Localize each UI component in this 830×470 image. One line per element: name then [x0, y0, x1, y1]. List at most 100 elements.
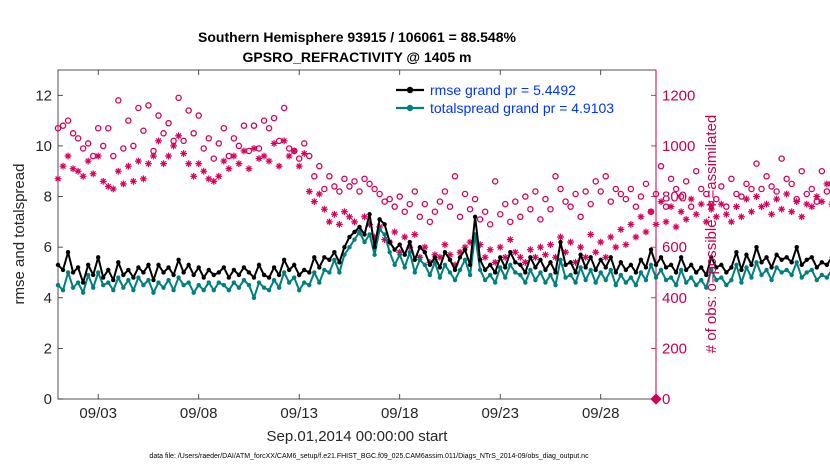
rmse-point	[126, 267, 131, 273]
assimilated-obs-point	[185, 160, 193, 168]
possible-obs-point	[260, 117, 268, 124]
assimilated-obs-point	[743, 195, 750, 203]
totalspread-point	[673, 282, 679, 288]
assimilated-obs-point	[69, 165, 77, 173]
totalspread-point	[744, 265, 749, 270]
rmse-point	[739, 267, 744, 273]
possible-obs-point	[376, 190, 383, 198]
assimilated-obs-point	[290, 147, 298, 155]
totalspread-point	[231, 280, 237, 285]
totalspread-point	[347, 244, 352, 250]
possible-obs-point	[763, 173, 770, 180]
totalspread-point	[176, 275, 181, 280]
rmse-point	[432, 255, 438, 260]
possible-obs-point	[697, 185, 705, 193]
possible-obs-point	[798, 167, 805, 175]
possible-obs-point	[652, 190, 660, 198]
totalspread-point	[236, 285, 242, 290]
possible-obs-point	[612, 185, 620, 193]
possible-obs-point	[205, 135, 213, 142]
totalspread-point	[241, 277, 247, 283]
rmse-point	[65, 250, 71, 255]
totalspread-point	[593, 280, 598, 285]
rmse-point	[588, 255, 593, 260]
assimilated-obs-point	[401, 233, 409, 241]
assimilated-obs-point	[391, 228, 399, 236]
totalspread-point	[111, 287, 116, 293]
possible-obs-point	[421, 200, 429, 208]
totalspread-point	[709, 267, 714, 273]
totalspread-point	[266, 287, 272, 293]
rmse-point	[638, 257, 644, 263]
assimilated-obs-point	[667, 203, 675, 211]
rmse-point	[683, 267, 689, 273]
possible-obs-point	[105, 124, 112, 132]
assimilated-obs-point	[74, 167, 82, 175]
possible-obs-point	[110, 152, 117, 160]
possible-obs-point	[783, 175, 790, 183]
assimilated-obs-point	[260, 152, 268, 160]
rmse-point	[256, 262, 262, 268]
assimilated-obs-point	[773, 195, 781, 203]
possible-obs-point	[592, 178, 599, 185]
possible-obs-point	[84, 140, 92, 147]
possible-obs-point	[728, 175, 735, 183]
assimilated-obs-point	[129, 177, 137, 185]
possible-obs-point	[125, 117, 132, 124]
totalspread-point	[85, 272, 91, 278]
y-right-tick-label: 600	[662, 239, 687, 256]
assimilated-obs-point	[627, 220, 635, 228]
possible-obs-point	[331, 183, 338, 190]
totalspread-point	[352, 237, 357, 242]
possible-obs-point	[79, 145, 87, 152]
rmse-point	[297, 272, 302, 278]
possible-obs-point	[416, 213, 424, 221]
assimilated-obs-point	[652, 220, 660, 228]
x-tick-label: 09/28	[582, 405, 620, 422]
totalspread-point	[734, 262, 739, 268]
totalspread-point	[598, 270, 603, 275]
rmse-point	[714, 265, 719, 270]
rmse-point	[819, 260, 825, 265]
rmse-point	[598, 257, 603, 263]
possible-obs-point	[501, 200, 509, 208]
assimilated-obs-point	[441, 241, 449, 249]
assimilated-obs-point	[145, 160, 152, 168]
assimilated-obs-point	[702, 218, 710, 226]
assimilated-obs-point	[114, 167, 122, 175]
rmse-point	[673, 270, 679, 275]
possible-obs-point	[446, 203, 454, 210]
rmse-point	[101, 275, 106, 280]
totalspread-point	[337, 270, 342, 275]
rmse-point	[266, 275, 272, 280]
assimilated-obs-point	[215, 172, 223, 180]
rmse-point	[417, 244, 423, 250]
rmse-point	[513, 260, 518, 265]
assimilated-obs-point	[733, 203, 740, 211]
possible-obs-point	[316, 162, 323, 170]
totalspread-point	[327, 270, 332, 275]
assimilated-obs-point	[200, 167, 208, 175]
possible-obs-point	[145, 102, 152, 109]
possible-obs-point	[155, 112, 162, 119]
totalspread-point	[668, 275, 674, 280]
assimilated-obs-point	[310, 198, 318, 205]
assimilated-obs-point	[421, 243, 429, 251]
totalspread-point	[191, 290, 196, 295]
rmse-point	[704, 272, 709, 278]
assimilated-obs-point	[190, 172, 198, 180]
totalspread-point	[141, 282, 146, 288]
rmse-point	[533, 265, 538, 270]
totalspread-point	[477, 267, 483, 273]
totalspread-point	[402, 265, 407, 270]
legend: rmse grand pr = 5.4492 totalspread grand…	[396, 82, 614, 116]
possible-obs-point	[135, 104, 142, 112]
totalspread-point	[558, 257, 563, 263]
assimilated-obs-point	[602, 253, 610, 261]
rmse-point	[503, 265, 508, 270]
y-right-tick-label: 1200	[662, 87, 695, 104]
assimilated-obs-point	[270, 139, 278, 147]
rmse-point	[342, 244, 347, 250]
possible-obs-point	[808, 185, 816, 193]
legend-rmse-label: rmse grand pr = 5.4492	[430, 82, 576, 98]
